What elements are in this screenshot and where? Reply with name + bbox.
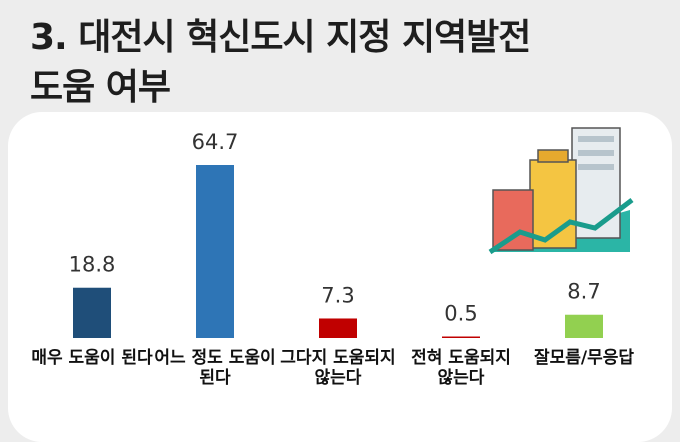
value-label: 8.7 [567, 280, 600, 304]
category-label: 매우 도움이 된다 [31, 348, 153, 368]
bar [442, 336, 480, 338]
chart-title: 3. 대전시 혁신도시 지정 지역발전 [30, 17, 531, 58]
bar [196, 165, 234, 338]
category-label: 전혀 도움되지 않는다 [411, 348, 511, 388]
category-label: 그다지 도움되지 않는다 [280, 348, 396, 388]
value-label: 0.5 [444, 302, 477, 326]
slide: 3. 대전시 혁신도시 지정 지역발전 도움 여부 18.8 64.7 7.3 0.5… [8, 17, 672, 442]
value-label: 18.8 [69, 253, 116, 277]
value-label: 64.7 [192, 130, 239, 154]
bar [73, 287, 111, 338]
value-label: 7.3 [321, 283, 354, 307]
chart-title: 도움 여부 [30, 67, 171, 108]
category-label: 어느 정도 도움이 된다 [154, 348, 276, 388]
city-icon [488, 127, 634, 255]
bar [565, 314, 603, 338]
bar [319, 318, 357, 338]
category-label: 잘모름/무응답 [533, 348, 635, 368]
chart: 18.8 64.7 7.3 0.5 8.7 [69, 127, 634, 338]
